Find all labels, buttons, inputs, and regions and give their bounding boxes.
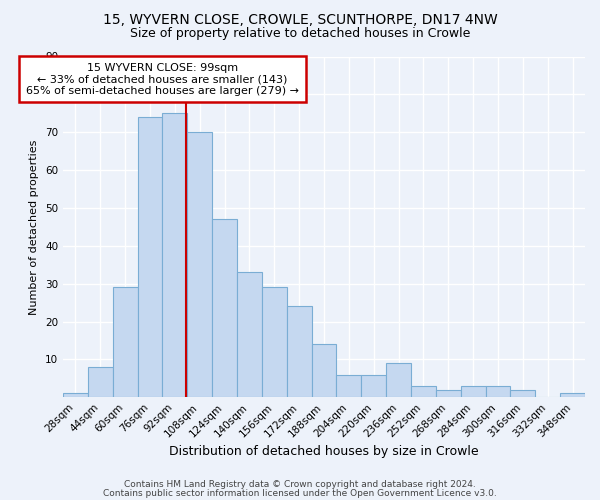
Bar [361, 374, 386, 397]
Text: Size of property relative to detached houses in Crowle: Size of property relative to detached ho… [130, 28, 470, 40]
Bar [212, 220, 237, 397]
Text: 15 WYVERN CLOSE: 99sqm
← 33% of detached houses are smaller (143)
65% of semi-de: 15 WYVERN CLOSE: 99sqm ← 33% of detached… [26, 62, 299, 96]
Bar [137, 117, 163, 397]
Bar [311, 344, 337, 397]
Bar [287, 306, 311, 397]
Bar [63, 394, 88, 397]
Bar [88, 367, 113, 397]
Bar [386, 363, 411, 397]
Bar [436, 390, 461, 397]
Text: Contains HM Land Registry data © Crown copyright and database right 2024.: Contains HM Land Registry data © Crown c… [124, 480, 476, 489]
Bar [163, 114, 187, 397]
Bar [411, 386, 436, 397]
Bar [113, 288, 137, 397]
Bar [262, 288, 287, 397]
Bar [511, 390, 535, 397]
Bar [337, 374, 361, 397]
Y-axis label: Number of detached properties: Number of detached properties [29, 139, 40, 314]
Bar [461, 386, 485, 397]
Bar [560, 394, 585, 397]
X-axis label: Distribution of detached houses by size in Crowle: Distribution of detached houses by size … [169, 444, 479, 458]
Bar [485, 386, 511, 397]
Text: 15, WYVERN CLOSE, CROWLE, SCUNTHORPE, DN17 4NW: 15, WYVERN CLOSE, CROWLE, SCUNTHORPE, DN… [103, 12, 497, 26]
Text: Contains public sector information licensed under the Open Government Licence v3: Contains public sector information licen… [103, 488, 497, 498]
Bar [187, 132, 212, 397]
Bar [237, 272, 262, 397]
